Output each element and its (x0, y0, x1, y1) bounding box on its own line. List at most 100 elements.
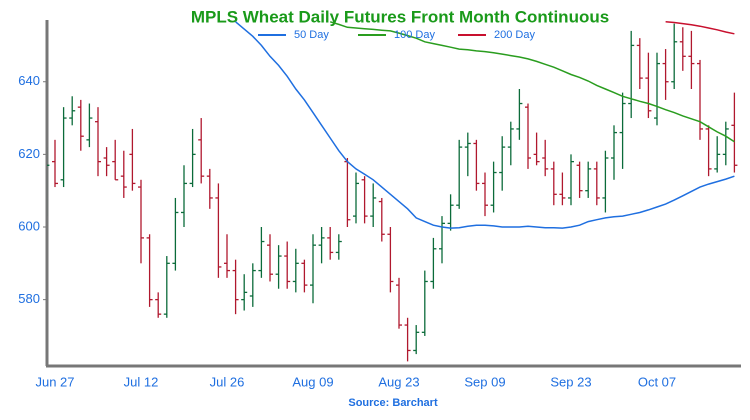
x-tick-label: Sep 23 (550, 374, 591, 389)
ohlc-bar (378, 197, 385, 242)
x-tick-label: Jul 26 (210, 374, 245, 389)
ohlc-bar (224, 234, 230, 278)
ohlc-bar (129, 128, 136, 191)
moving-average-line (665, 21, 735, 35)
ohlc-bar (413, 325, 420, 355)
x-tick-label: Aug 23 (378, 374, 419, 389)
ohlc-bar (559, 172, 566, 206)
ohlc-bar (232, 259, 239, 315)
ohlc-bar (593, 161, 600, 206)
ohlc-bar (473, 139, 480, 191)
y-tick-label: 620 (18, 146, 40, 161)
ohlc-bar (344, 158, 351, 227)
ohlc-bar (292, 248, 299, 293)
ohlc-bar (439, 216, 445, 264)
ohlc-bar (697, 59, 703, 140)
ohlc-bar (404, 317, 411, 362)
ohlc-bar (370, 183, 377, 227)
x-tick-label: Jul 12 (124, 374, 159, 389)
ohlc-bar (198, 118, 205, 184)
ohlc-bar (47, 147, 50, 217)
ohlc-bar (611, 125, 617, 180)
ohlc-bar (387, 227, 394, 293)
ohlc-bar (550, 161, 557, 206)
ohlc-bar (138, 179, 144, 264)
x-tick-label: Aug 09 (292, 374, 333, 389)
ohlc-bar (671, 23, 678, 89)
ohlc-bar (181, 165, 187, 227)
ohlc-bar (628, 30, 635, 119)
x-tick-label: Oct 07 (638, 374, 676, 389)
ohlc-bar (421, 270, 428, 336)
ohlc-bar (568, 154, 574, 206)
ohlc-bar (241, 274, 248, 311)
ohlc-bar (318, 227, 325, 264)
ohlc-bar (275, 245, 282, 289)
ohlc-bar (120, 150, 127, 198)
ohlc-bar (722, 121, 729, 166)
ohlc-bar (602, 150, 609, 213)
ohlc-bar (206, 168, 213, 209)
ohlc-bar (284, 241, 291, 289)
ohlc-bar (112, 139, 119, 181)
ohlc-bar (714, 136, 721, 173)
legend-label: 50 Day (294, 29, 329, 41)
chart-title: MPLS Wheat Daily Futures Front Month Con… (191, 7, 609, 26)
ohlc-bar (95, 107, 101, 177)
ohlc-bar (645, 52, 652, 119)
ohlc-bar (430, 237, 437, 289)
x-tick-label: Jun 27 (35, 374, 74, 389)
ohlc-bar (456, 139, 463, 209)
source: Source: Barchart (348, 397, 438, 409)
ohlc-bar (662, 49, 669, 100)
ohlc-bar (267, 234, 273, 282)
ohlc-bar (688, 30, 695, 89)
moving-average-line (329, 21, 735, 143)
y-tick-label: 600 (18, 218, 40, 233)
ohlc-bar (396, 277, 402, 329)
legend-label: 100 Day (394, 29, 435, 41)
ohlc-bar (86, 103, 93, 148)
ohlc-bar (361, 176, 368, 224)
ohlc-bar (516, 89, 523, 140)
ohlc-bar (525, 103, 531, 169)
ohlc-bar (103, 147, 110, 177)
ohlc-bar (52, 139, 58, 188)
ohlc-bar (335, 234, 342, 260)
ohlc-bar (189, 128, 196, 188)
ohlc-bar (155, 292, 162, 318)
ohlc-bar (464, 132, 471, 177)
ohlc-bar (705, 125, 712, 177)
moving-average-line (235, 21, 735, 229)
ohlc-bar (585, 161, 592, 198)
ohlc-bar (482, 172, 488, 217)
ohlc-bar (301, 259, 308, 293)
ohlc-bar (542, 139, 549, 177)
ohlc-bar (69, 96, 76, 126)
ohlc-bar (353, 172, 359, 224)
ohlc-bar (533, 132, 540, 166)
ohlc-bar (447, 194, 454, 231)
ohlc-bar (654, 52, 660, 126)
ohlc-bar (679, 27, 686, 71)
ohlc-bar (499, 136, 506, 191)
ohlc-bar (258, 227, 265, 278)
ohlc-bar (507, 121, 514, 166)
ohlc-bar (77, 99, 84, 151)
ohlc-bar (310, 234, 316, 304)
ohlc-bar (163, 256, 170, 318)
ohlc-bar (327, 227, 334, 260)
legend-label: 200 Day (494, 29, 535, 41)
ohlc-bar (60, 107, 67, 188)
ohlc-bar (490, 161, 497, 213)
plot-area (47, 21, 738, 362)
ohlc-bar (576, 161, 583, 198)
ohlc-bar (215, 183, 222, 278)
x-tick-label: Sep 09 (464, 374, 505, 389)
ohlc-bar (146, 234, 153, 307)
ohlc-bar (619, 92, 626, 169)
y-tick-label: 580 (18, 291, 40, 306)
ohlc-bar (249, 263, 256, 307)
y-tick-label: 640 (18, 73, 40, 88)
